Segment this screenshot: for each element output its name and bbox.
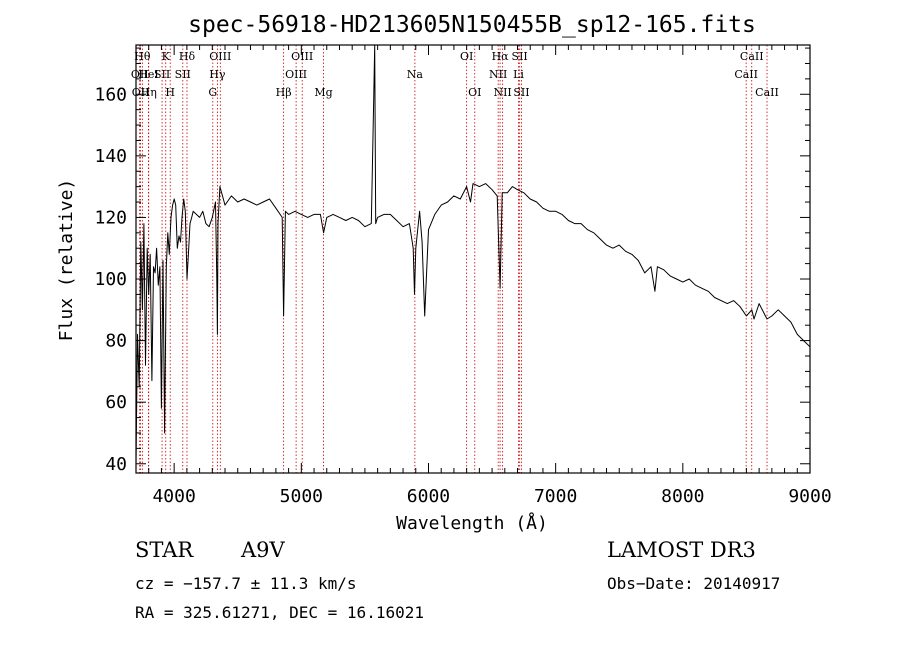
marker-label-28: CaII — [755, 86, 779, 99]
y-tick-label-60: 60 — [105, 392, 127, 413]
marker-label-16: Mg — [314, 86, 332, 99]
x-tick-label-7000: 7000 — [534, 486, 577, 507]
x-tick-label-8000: 8000 — [661, 486, 704, 507]
marker-label-0: Hθ — [134, 50, 151, 63]
marker-label-23: SII — [512, 50, 528, 63]
marker-label-6: SII — [154, 68, 170, 81]
marker-label-21: NII — [489, 68, 507, 81]
x-tick-label-5000: 5000 — [280, 486, 323, 507]
spectrum-line — [135, 44, 811, 464]
object-class: STAR — [135, 538, 194, 562]
marker-label-17: Na — [407, 68, 424, 81]
y-tick-label-160: 160 — [94, 84, 127, 105]
y-axis: 40 60 80 100 120 140 160 — [94, 47, 810, 475]
marker-label-5: K — [162, 50, 171, 63]
marker-label-24: Li — [513, 68, 524, 81]
marker-label-19: OI — [468, 86, 481, 99]
marker-label-22: NII — [493, 86, 511, 99]
marker-label-7: H — [165, 86, 175, 99]
line-markers — [139, 45, 768, 473]
survey-name: LAMOST DR3 — [607, 538, 756, 562]
marker-label-15: OIII — [285, 68, 307, 81]
x-tick-label-6000: 6000 — [407, 486, 450, 507]
marker-label-18: OI — [460, 50, 473, 63]
plot-frame — [135, 44, 811, 474]
marker-label-8: Hδ — [179, 50, 196, 63]
marker-label-13: Hβ — [276, 86, 292, 99]
coordinates: RA = 325.61271, DEC = 16.16021 — [135, 603, 424, 622]
marker-label-25: SII — [513, 86, 529, 99]
object-subclass: A9V — [241, 538, 285, 562]
marker-label-27: CaII — [734, 68, 758, 81]
marker-label-9: SII — [175, 68, 191, 81]
spectrum-series — [135, 44, 811, 464]
marker-label-12: G — [208, 86, 217, 99]
x-tick-label-9000: 9000 — [788, 486, 831, 507]
marker-label-26: CaII — [740, 50, 764, 63]
y-tick-label-40: 40 — [105, 454, 127, 475]
observation-date: Obs−Date: 20140917 — [607, 574, 781, 593]
chart-title: spec-56918-HD213605N150455B_sp12-165.fit… — [188, 12, 756, 38]
y-tick-label-120: 120 — [94, 207, 127, 228]
marker-label-10: OIII — [209, 50, 231, 63]
y-tick-label-80: 80 — [105, 331, 127, 352]
x-tick-label-4000: 4000 — [152, 486, 195, 507]
y-axis-label: Flux (relative) — [56, 179, 77, 342]
marker-label-4: Hη — [141, 86, 157, 99]
marker-label-11: Hγ — [209, 68, 226, 81]
marker-label-1: OII — [131, 68, 149, 81]
marker-label-14: OIII — [291, 50, 313, 63]
y-tick-label-100: 100 — [94, 269, 127, 290]
x-axis-label: Wavelength (Å) — [396, 512, 548, 534]
redshift-velocity: cz = −157.7 ± 11.3 km/s — [135, 574, 357, 593]
y-tick-label-140: 140 — [94, 146, 127, 167]
marker-label-2: HeI — [138, 68, 158, 81]
x-axis: 4000 5000 6000 7000 8000 9000 — [135, 45, 832, 507]
marker-label-20: Hα — [492, 50, 510, 63]
